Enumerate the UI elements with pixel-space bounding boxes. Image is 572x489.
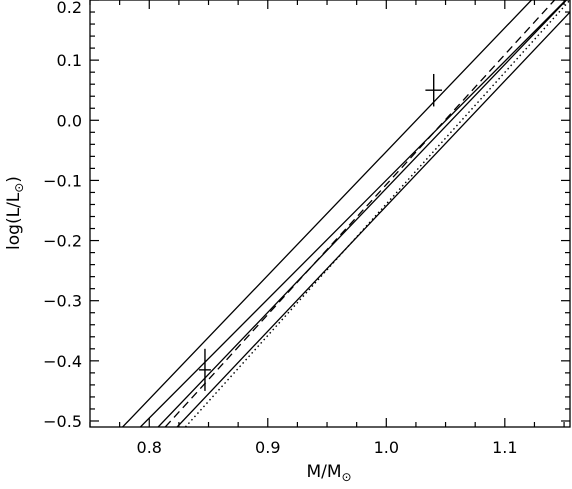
dashed-curve-5	[164, 0, 556, 427]
x-tick-label: 0.8	[137, 438, 162, 457]
solid-curve-4	[176, 11, 570, 427]
x-axis-ticks: 0.8 0.9 1.0 1.1	[89, 0, 565, 457]
x-tick-label: 0.9	[255, 438, 280, 457]
y-axis-label-text: log(L/L	[4, 192, 24, 250]
data-point-2	[425, 73, 442, 107]
y-axis-label-suffix: )	[4, 176, 24, 183]
solid-curve-2	[139, 0, 567, 427]
x-axis-label: M/M⊙	[306, 462, 351, 484]
y-tick-label: −0.2	[43, 232, 82, 251]
x-axis-label-text: M/M	[306, 462, 341, 482]
data-point-1	[199, 348, 211, 391]
y-tick-label: 0.0	[57, 111, 82, 130]
x-tick-label: 1.0	[374, 438, 399, 457]
y-tick-label: −0.4	[43, 352, 82, 371]
data-points	[199, 73, 442, 391]
y-tick-label: 0.1	[57, 51, 82, 70]
series-layer	[122, 0, 570, 427]
y-tick-label: −0.3	[43, 292, 82, 311]
solid-curve-3	[157, 0, 567, 427]
y-tick-label: 0.2	[57, 0, 82, 17]
x-axis-sun-symbol: ⊙	[342, 470, 352, 484]
y-axis-sun-symbol: ⊙	[12, 183, 26, 193]
y-axis-ticks: 0.2 0.1 0.0 −0.1 −0.2 −0.3 −0.4 −0.5	[43, 0, 570, 431]
y-axis-label: log(L/L⊙)	[4, 176, 26, 250]
solid-curve-1	[122, 0, 532, 427]
y-tick-label: −0.5	[43, 412, 82, 431]
plot-frame	[89, 0, 571, 428]
x-tick-label: 1.1	[492, 438, 517, 457]
y-tick-label: −0.1	[43, 171, 82, 190]
dotted-curve-6	[184, 0, 570, 427]
